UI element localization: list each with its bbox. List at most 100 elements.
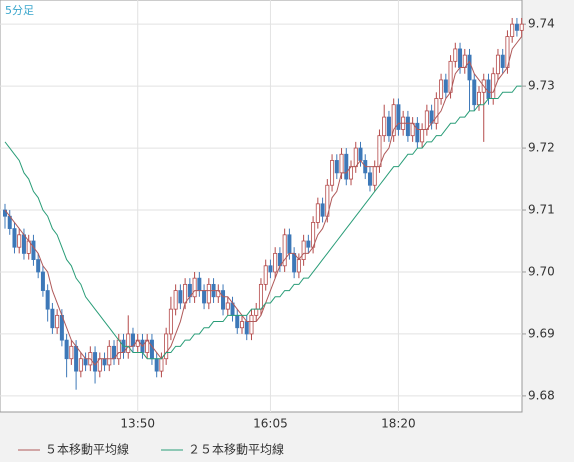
candle-body (3, 209, 8, 217)
candle-body (514, 23, 519, 31)
candle-body (434, 98, 439, 124)
candle-body (386, 116, 391, 137)
candle-body (64, 339, 69, 360)
candle-body (353, 147, 358, 168)
candle-body (40, 271, 45, 291)
candle-body (102, 358, 107, 366)
candle-body (244, 321, 249, 335)
candle-body (149, 339, 154, 360)
candle-body (287, 234, 292, 254)
candle-body (221, 290, 226, 310)
candle-body (178, 290, 183, 304)
candle-body (159, 358, 164, 372)
candle-body (254, 308, 259, 316)
candle-body (510, 23, 515, 37)
candle-body (405, 116, 410, 137)
chart-title: 5分足 (5, 4, 34, 17)
x-tick-label: 16:05 (253, 417, 288, 431)
moving-average-line (4, 36, 523, 366)
candle-body (377, 135, 382, 168)
candle-body (453, 48, 458, 62)
candle-body (315, 203, 320, 223)
candle-body (126, 333, 131, 353)
candle-body (420, 129, 425, 143)
candle-body (282, 234, 287, 267)
y-tick-label: 9.71 (528, 203, 555, 217)
y-tick-label: 9.72 (528, 141, 555, 155)
candle-body (396, 104, 401, 130)
candle-body (235, 314, 240, 329)
legend-label: ２５本移動平均線 (188, 442, 284, 457)
candle-body (486, 79, 491, 99)
candle-body (197, 277, 202, 291)
candle-body (239, 321, 244, 329)
candle-body (458, 48, 463, 68)
candle-body (439, 79, 444, 99)
candle-body (372, 166, 377, 186)
candle-body (292, 252, 297, 273)
y-tick-label: 9.74 (528, 17, 555, 31)
candle-body (154, 358, 159, 372)
candle-body (382, 116, 387, 137)
candle-body (320, 203, 325, 217)
candle-body (472, 79, 477, 106)
candle-body (391, 104, 396, 137)
candle-body (202, 290, 207, 304)
candle-body (93, 352, 98, 372)
candle-body (367, 172, 372, 186)
candle-body (491, 73, 496, 99)
candle-body (443, 79, 448, 93)
candle-body (78, 358, 83, 372)
candle-body (45, 290, 50, 310)
candle-body (249, 314, 254, 335)
candle-body (306, 240, 311, 248)
candle-body (301, 240, 306, 260)
candle-body (344, 153, 349, 180)
candle-body (83, 358, 88, 366)
candle-body (183, 283, 188, 304)
candle-body (206, 283, 211, 304)
candle-body (36, 259, 41, 273)
y-tick-label: 9.68 (528, 388, 555, 402)
candle-body (192, 277, 197, 298)
y-tick-label: 9.73 (528, 79, 555, 93)
moving-average-line (4, 85, 522, 360)
candle-body (273, 252, 278, 273)
candle-body (225, 302, 230, 310)
candle-body (358, 147, 363, 161)
candle-body (330, 160, 335, 186)
plot-area (0, 0, 523, 413)
x-tick-label: 13:50 (120, 417, 155, 431)
candle-body (258, 283, 263, 310)
candle-body (50, 308, 55, 329)
candle-body (12, 228, 17, 248)
candle-body (415, 122, 420, 143)
legend-label: ５本移動平均線 (45, 442, 129, 457)
y-tick-label: 9.70 (528, 264, 555, 278)
candle-body (168, 308, 173, 335)
candle-body (500, 54, 505, 68)
candle-body (116, 339, 121, 360)
candle-body (173, 290, 178, 310)
candle-body (107, 345, 112, 366)
candle-body (424, 110, 429, 130)
candle-body (69, 345, 74, 360)
candle-body (519, 23, 524, 31)
y-tick-label: 9.69 (528, 326, 555, 340)
candle-body (339, 153, 344, 174)
candle-body (296, 259, 301, 273)
candle-body (467, 54, 472, 81)
candle-body (55, 314, 60, 329)
candle-body (268, 265, 273, 273)
x-tick-label: 18:20 (381, 417, 416, 431)
candle-body (263, 265, 268, 285)
candle-body (74, 345, 79, 372)
candle-body (17, 234, 22, 248)
candle-body (495, 54, 500, 75)
candle-body (21, 234, 26, 254)
candle-body (164, 333, 169, 360)
candle-body (31, 240, 36, 260)
candle-body (476, 91, 481, 106)
candle-body (334, 160, 339, 174)
